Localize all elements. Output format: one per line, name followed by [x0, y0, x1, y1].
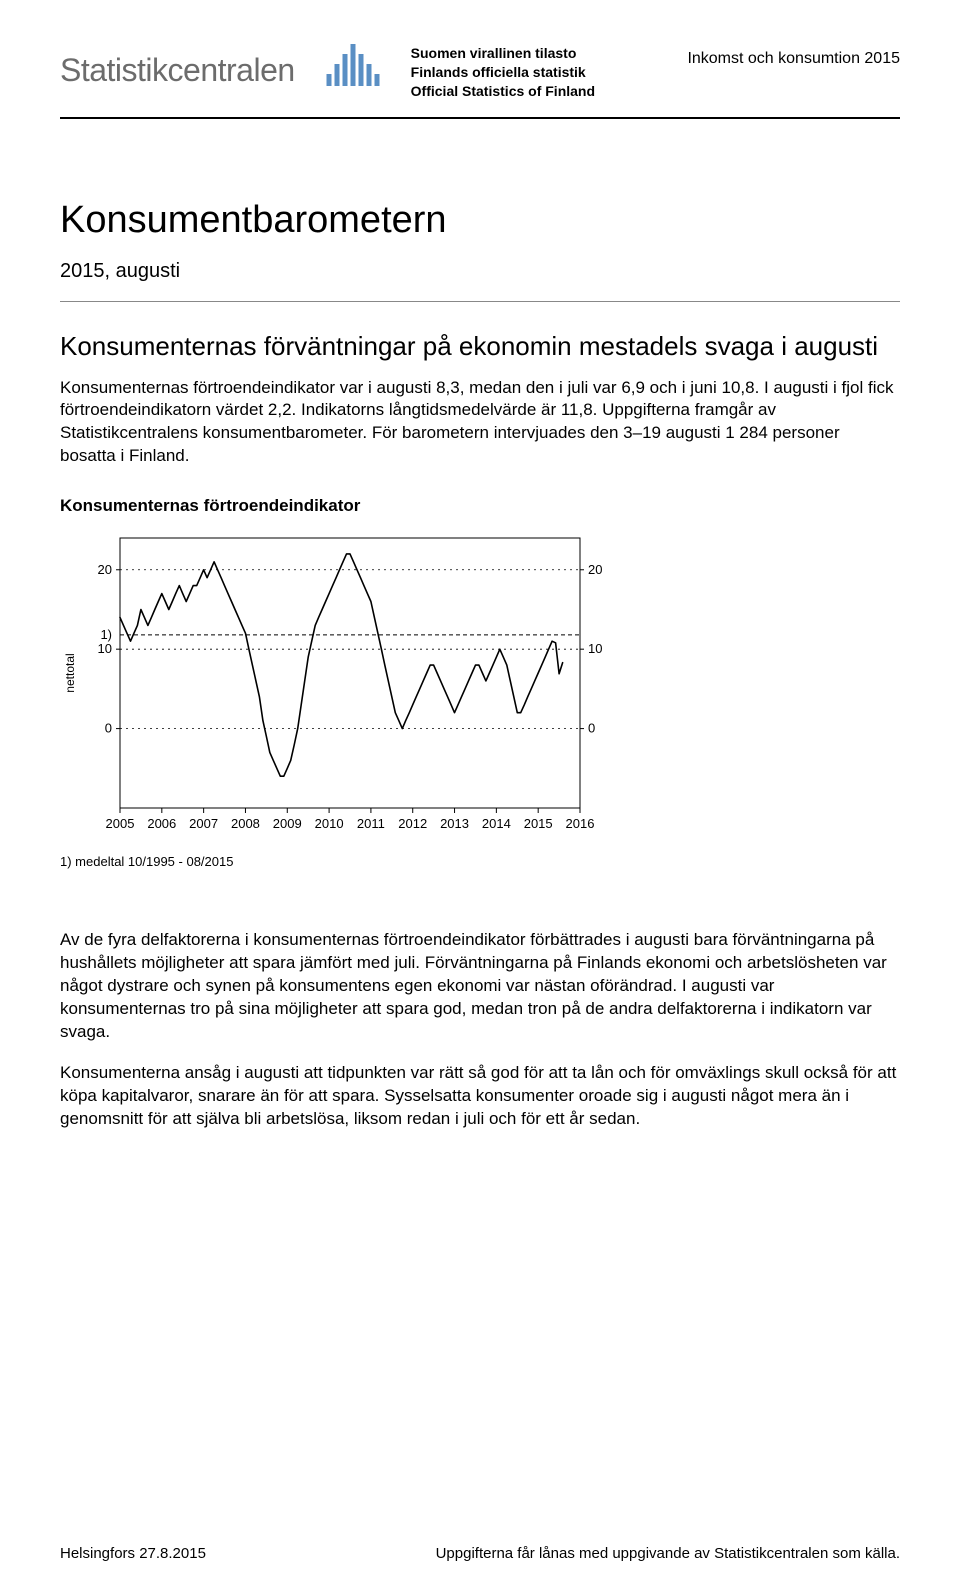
page: Statistikcentralen Suomen virallinen til… [0, 0, 960, 1592]
chart-container: Konsumenternas förtroendeindikator 01)10… [60, 496, 620, 869]
official-line-sv: Finlands officiella statistik [411, 63, 595, 82]
header-rule [60, 117, 900, 119]
svg-text:10: 10 [98, 641, 112, 656]
subtitle-rule [60, 301, 900, 302]
logo-icon [325, 40, 381, 101]
footer: Helsingfors 27.8.2015 Uppgifterna får lå… [60, 1537, 900, 1562]
intro-paragraph: Konsumenternas förtroendeindikator var i… [60, 377, 900, 469]
lead-heading: Konsumenternas förväntningar på ekonomin… [60, 330, 900, 363]
svg-text:20: 20 [98, 562, 112, 577]
svg-text:2009: 2009 [273, 816, 302, 831]
body-paragraph-1: Av de fyra delfaktorerna i konsumenterna… [60, 929, 900, 1044]
official-stats-label: Suomen virallinen tilasto Finlands offic… [411, 44, 595, 101]
svg-text:2016: 2016 [566, 816, 595, 831]
page-title: Konsumentbarometern [60, 199, 900, 242]
svg-text:2015: 2015 [524, 816, 553, 831]
svg-text:2014: 2014 [482, 816, 511, 831]
header: Statistikcentralen Suomen virallinen til… [60, 40, 900, 101]
official-line-fi: Suomen virallinen tilasto [411, 44, 595, 63]
svg-text:2011: 2011 [357, 816, 385, 831]
svg-text:2006: 2006 [147, 816, 176, 831]
line-chart: 01)102001020nettotal20052006200720082009… [60, 528, 620, 848]
svg-text:2005: 2005 [106, 816, 135, 831]
svg-text:2013: 2013 [440, 816, 469, 831]
body-paragraph-2: Konsumenterna ansåg i augusti att tidpun… [60, 1062, 900, 1131]
svg-text:nettotal: nettotal [63, 654, 77, 693]
chart-title: Konsumenternas förtroendeindikator [60, 496, 620, 516]
svg-text:1): 1) [100, 627, 112, 642]
svg-text:10: 10 [588, 641, 602, 656]
brand-name: Statistikcentralen [60, 52, 295, 89]
svg-text:0: 0 [588, 721, 595, 736]
svg-text:2008: 2008 [231, 816, 260, 831]
svg-text:0: 0 [105, 721, 112, 736]
svg-text:2010: 2010 [315, 816, 344, 831]
official-line-en: Official Statistics of Finland [411, 82, 595, 101]
svg-text:20: 20 [588, 562, 602, 577]
page-subtitle: 2015, augusti [60, 260, 900, 283]
brand-block: Statistikcentralen Suomen virallinen til… [60, 40, 595, 101]
svg-text:2007: 2007 [189, 816, 218, 831]
svg-text:2012: 2012 [398, 816, 427, 831]
footer-date: Helsingfors 27.8.2015 [60, 1545, 206, 1562]
footer-source: Uppgifterna får lånas med uppgivande av … [436, 1545, 900, 1562]
chart-footnote: 1) medeltal 10/1995 - 08/2015 [60, 854, 620, 869]
category-label: Inkomst och konsumtion 2015 [687, 40, 900, 68]
